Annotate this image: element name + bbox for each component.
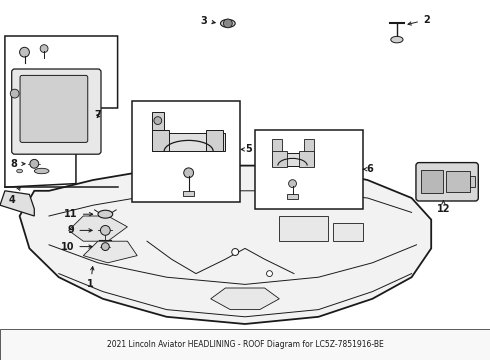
Text: 3: 3 xyxy=(200,15,215,26)
Text: 4: 4 xyxy=(9,187,20,205)
Ellipse shape xyxy=(391,36,403,43)
Polygon shape xyxy=(5,36,118,187)
Bar xyxy=(272,139,282,153)
Circle shape xyxy=(154,117,162,125)
Bar xyxy=(152,130,169,151)
Bar xyxy=(333,223,363,241)
Bar xyxy=(470,176,475,187)
Text: 9: 9 xyxy=(68,225,92,235)
Ellipse shape xyxy=(34,168,49,174)
Circle shape xyxy=(10,89,19,98)
Bar xyxy=(287,194,298,199)
Text: 10: 10 xyxy=(61,242,92,252)
Circle shape xyxy=(223,19,232,28)
Text: 7: 7 xyxy=(95,110,101,120)
Polygon shape xyxy=(20,166,431,324)
Bar xyxy=(255,130,363,209)
Circle shape xyxy=(101,243,109,251)
Circle shape xyxy=(232,248,239,256)
Ellipse shape xyxy=(17,169,23,173)
Circle shape xyxy=(30,159,39,168)
Bar xyxy=(206,130,223,151)
Bar xyxy=(272,151,287,167)
Circle shape xyxy=(40,45,48,53)
Circle shape xyxy=(20,47,29,57)
Bar xyxy=(272,153,314,166)
Bar xyxy=(183,191,194,196)
Text: 1: 1 xyxy=(87,267,94,289)
FancyBboxPatch shape xyxy=(12,69,101,154)
Polygon shape xyxy=(69,216,127,241)
Text: 5: 5 xyxy=(241,144,252,154)
Polygon shape xyxy=(0,191,34,216)
Polygon shape xyxy=(83,241,137,263)
Text: 2021 Lincoln Aviator HEADLINING - ROOF Diagram for LC5Z-7851916-BE: 2021 Lincoln Aviator HEADLINING - ROOF D… xyxy=(107,340,383,349)
Text: 12: 12 xyxy=(437,201,450,214)
Bar xyxy=(304,139,314,153)
Bar xyxy=(12,169,39,182)
Bar xyxy=(279,216,328,241)
Bar xyxy=(152,133,225,151)
Bar xyxy=(132,101,240,202)
Bar xyxy=(446,171,470,192)
Text: 6: 6 xyxy=(364,164,373,174)
Text: 2: 2 xyxy=(408,15,430,25)
FancyBboxPatch shape xyxy=(20,75,88,143)
Bar xyxy=(0,329,490,360)
Circle shape xyxy=(100,225,110,235)
Bar xyxy=(299,151,314,167)
Bar xyxy=(421,170,443,193)
Ellipse shape xyxy=(220,19,235,27)
Circle shape xyxy=(267,271,272,276)
Circle shape xyxy=(289,180,296,188)
Text: 11: 11 xyxy=(64,209,93,219)
Ellipse shape xyxy=(98,210,113,218)
Bar xyxy=(152,112,164,130)
Polygon shape xyxy=(211,288,279,310)
FancyBboxPatch shape xyxy=(416,163,478,201)
Circle shape xyxy=(184,168,194,178)
Text: 8: 8 xyxy=(10,159,25,169)
